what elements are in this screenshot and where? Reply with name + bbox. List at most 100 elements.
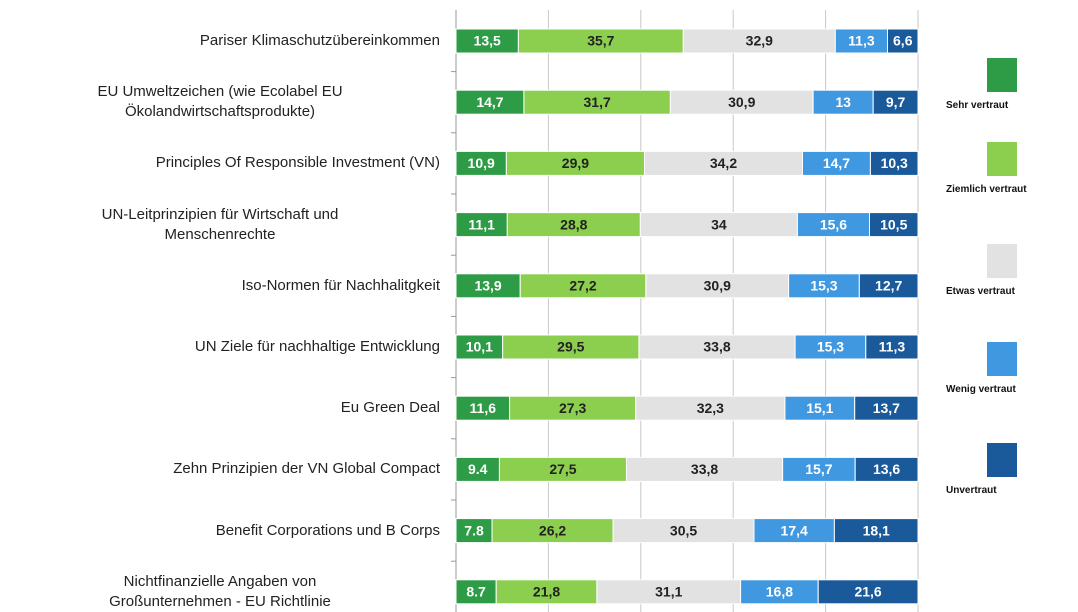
bar-segment <box>455 334 504 360</box>
legend-swatch <box>987 58 1017 92</box>
value-label: 15,1 <box>806 400 833 416</box>
value-label: 13,7 <box>873 400 900 416</box>
legend-label: Sehr vertraut <box>946 100 1009 111</box>
legend-swatch <box>987 244 1017 278</box>
value-label: 16,8 <box>766 584 793 600</box>
value-label: 11,1 <box>468 216 495 232</box>
value-label: 15,7 <box>805 461 832 477</box>
value-label: 28,8 <box>560 216 587 232</box>
bar-segment <box>612 518 755 544</box>
bar-segment <box>625 456 784 482</box>
value-label: 27,3 <box>559 400 586 416</box>
value-label: 18,1 <box>863 522 890 538</box>
bar-segment <box>455 28 519 54</box>
bar-segment <box>817 579 919 605</box>
value-label: 10,9 <box>468 155 495 171</box>
bar-segment <box>834 28 889 54</box>
legend-swatch <box>987 342 1017 376</box>
legend-label: Etwas vertraut <box>946 286 1016 297</box>
legend-swatch <box>987 443 1017 477</box>
value-label: 14,7 <box>476 94 503 110</box>
bar-segment <box>495 579 598 605</box>
bar-segment <box>455 273 521 299</box>
legend-label: Unvertraut <box>946 485 997 496</box>
bar-segment <box>506 212 641 238</box>
bar-segment <box>854 395 919 421</box>
value-label: 7.8 <box>464 522 484 538</box>
value-label: 34,2 <box>710 155 737 171</box>
bar-segment <box>854 456 919 482</box>
value-label: 11,6 <box>470 400 497 416</box>
legend-label: Wenig vertraut <box>946 384 1016 395</box>
legend-swatch <box>987 142 1017 176</box>
value-label: 13 <box>835 94 851 110</box>
bar-segment <box>491 518 614 544</box>
value-label: 30,5 <box>670 522 697 538</box>
value-label: 9,7 <box>886 94 906 110</box>
value-label: 21,6 <box>854 584 881 600</box>
value-label: 10,5 <box>880 216 907 232</box>
value-label: 12,7 <box>875 278 902 294</box>
value-label: 33,8 <box>703 339 730 355</box>
value-label: 13,5 <box>474 33 501 49</box>
value-label: 30,9 <box>728 94 755 110</box>
value-label: 29,9 <box>562 155 589 171</box>
value-label: 31,1 <box>655 584 682 600</box>
bar-segment <box>869 150 919 176</box>
bar-segment <box>887 28 919 54</box>
bar-segment <box>872 89 919 115</box>
bar-segment <box>455 518 493 544</box>
bar-segment <box>868 212 919 238</box>
value-label: 27,5 <box>549 461 576 477</box>
category-label: Zehn Prinzipien der VN Global Compact <box>173 460 440 478</box>
value-label: 10,3 <box>881 155 908 171</box>
value-label: 35,7 <box>587 33 614 49</box>
bar-segment <box>502 334 640 360</box>
bar-segment <box>635 395 786 421</box>
category-label: UN-Leitprinzipien für Wirtschaft und Men… <box>101 205 339 243</box>
bar-segment <box>639 212 798 238</box>
value-label: 11,3 <box>848 33 875 49</box>
bar-segment <box>455 150 507 176</box>
bar-segment <box>596 579 742 605</box>
bar-segment <box>865 334 919 360</box>
category-label: Benefit Corporations und B Corps <box>215 521 440 539</box>
bar-segment <box>519 273 647 299</box>
bar-segment <box>782 456 856 482</box>
category-label: Pariser Klimaschutzübereinkommen <box>199 32 440 49</box>
value-label: 13,9 <box>474 278 501 294</box>
bar-segment <box>455 579 497 605</box>
bar-segment <box>833 518 919 544</box>
bar-segment <box>812 89 874 115</box>
value-label: 15,6 <box>820 216 847 232</box>
bar-segment <box>645 273 790 299</box>
value-label: 33,8 <box>691 461 718 477</box>
value-label: 8.7 <box>466 584 486 600</box>
bar-segment <box>669 89 814 115</box>
value-label: 31,7 <box>584 94 611 110</box>
legend-label: Ziemlich vertraut <box>946 184 1027 195</box>
category-label: Iso-Normen für Nachhalitgkeit <box>241 276 440 294</box>
category-label: EU Umweltzeichen (wie Ecolabel EU Ökolan… <box>97 83 343 121</box>
bar-segment <box>788 273 860 299</box>
category-label: Nichtfinanzielle Angaben von Großunterne… <box>109 572 331 610</box>
category-label: Principles Of Responsible Investment (VN… <box>155 154 440 172</box>
value-label: 13,6 <box>873 461 900 477</box>
value-label: 34 <box>711 216 727 232</box>
bar-segment <box>638 334 796 360</box>
category-label: Eu Green Deal <box>340 399 440 417</box>
bar-segment <box>455 89 525 115</box>
category-label: UN Ziele für nachhaltige Entwicklung <box>194 338 440 355</box>
bar-segment <box>505 150 645 176</box>
value-label: 9.4 <box>468 461 488 477</box>
value-label: 30,9 <box>704 278 731 294</box>
bar-segment <box>858 273 919 299</box>
value-label: 21,8 <box>533 584 560 600</box>
value-label: 10,1 <box>466 339 493 355</box>
bar-segment <box>802 150 871 176</box>
value-label: 27,2 <box>569 278 596 294</box>
bar-segment <box>523 89 671 115</box>
value-label: 11,3 <box>879 339 906 355</box>
value-label: 29,5 <box>557 339 584 355</box>
